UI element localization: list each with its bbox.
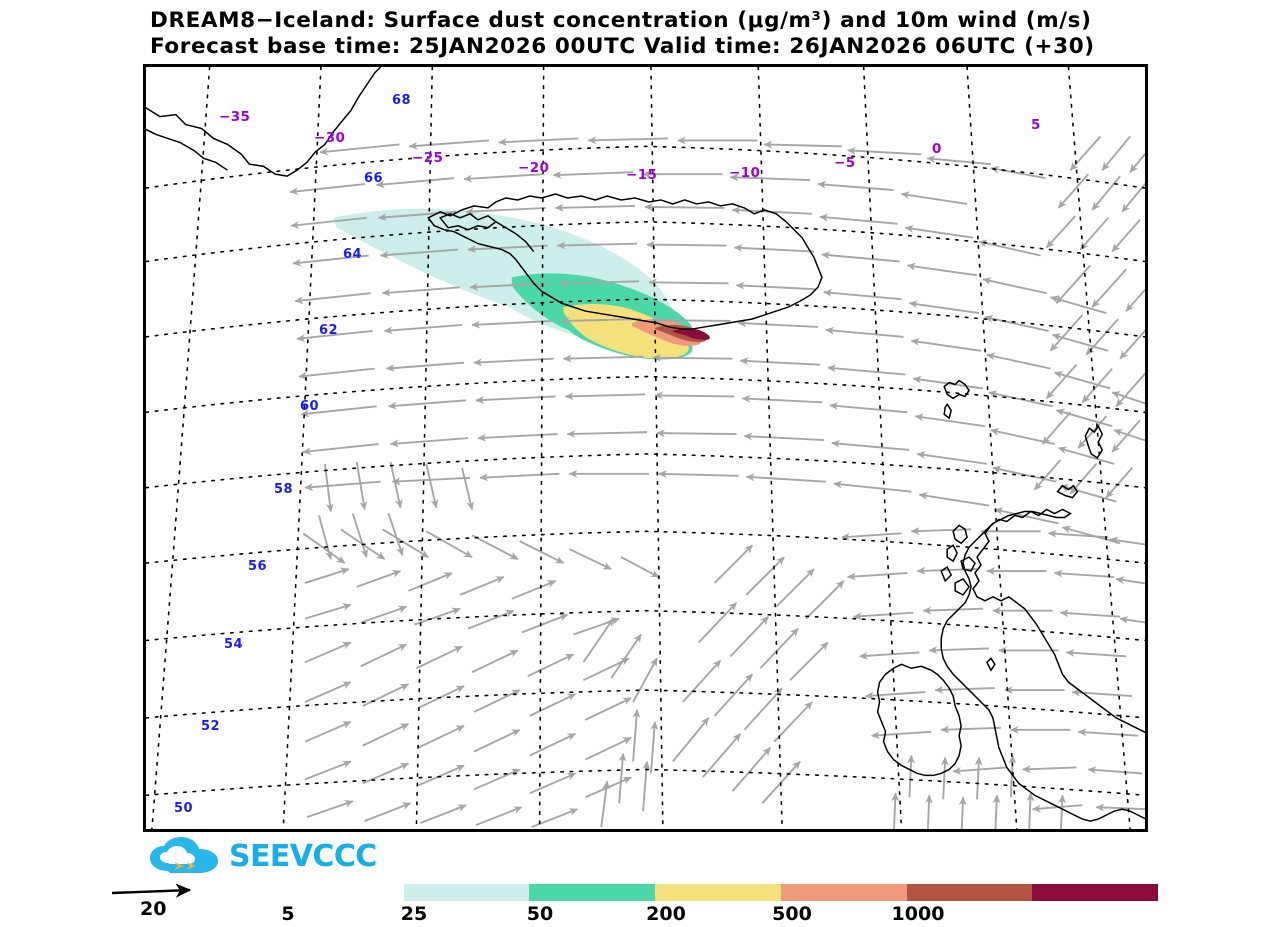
colorbar[interactable] bbox=[278, 884, 1159, 901]
lat-label-68: 68 bbox=[392, 93, 411, 108]
lat-label-54: 54 bbox=[224, 637, 243, 652]
graticule-layer bbox=[146, 67, 1145, 829]
lat-label-62: 62 bbox=[319, 323, 338, 338]
colorbar-segment-1000 bbox=[1032, 884, 1159, 901]
lon-label-0: 0 bbox=[932, 141, 942, 157]
lon-label-15w: −15 bbox=[626, 167, 658, 183]
lon-label-25w: −25 bbox=[412, 150, 444, 166]
lat-label-52: 52 bbox=[201, 719, 220, 734]
wind-vector-field bbox=[289, 135, 1145, 829]
colorbar-tick-200: 200 bbox=[646, 903, 686, 925]
colorbar-segment-0 bbox=[278, 884, 404, 901]
seevccc-logo: SEEVCCC bbox=[148, 836, 377, 878]
lat-label-50: 50 bbox=[174, 801, 193, 816]
lon-label-30w: −30 bbox=[314, 130, 346, 146]
colorbar-tick-1000: 1000 bbox=[891, 903, 945, 925]
lon-label-5e: 5 bbox=[1031, 117, 1041, 133]
lon-label-20w: −20 bbox=[518, 160, 550, 176]
logo-text: SEEVCCC bbox=[229, 839, 377, 874]
lat-label-64: 64 bbox=[343, 247, 362, 262]
colorbar-block: 5 25 50 200 500 1000 bbox=[278, 884, 1159, 927]
lat-label-60: 60 bbox=[300, 399, 319, 414]
wind-reference-label: 20 bbox=[140, 898, 167, 920]
lon-label-10w: −10 bbox=[729, 165, 761, 181]
forecast-map[interactable]: 68 66 64 62 60 58 56 54 52 50 −35 −30 −2… bbox=[143, 64, 1148, 832]
wind-reference-scale: 20 bbox=[108, 884, 213, 924]
lat-label-66: 66 bbox=[364, 171, 383, 186]
lon-label-35w: −35 bbox=[219, 109, 251, 125]
colorbar-segment-50 bbox=[655, 884, 781, 901]
colorbar-tick-500: 500 bbox=[772, 903, 812, 925]
chart-title-block: DREAM8−Iceland: Surface dust concentrati… bbox=[150, 8, 1280, 60]
cloud-icon bbox=[148, 837, 222, 877]
colorbar-tick-50: 50 bbox=[526, 903, 554, 925]
colorbar-segment-500 bbox=[906, 884, 1033, 901]
lat-label-56: 56 bbox=[248, 559, 267, 574]
colorbar-segment-5 bbox=[403, 884, 530, 901]
colorbar-ticks: 5 25 50 200 500 1000 bbox=[278, 901, 1158, 927]
colorbar-tick-25: 25 bbox=[400, 903, 428, 925]
wind-reference-arrow bbox=[111, 884, 192, 898]
title-line-2: Forecast base time: 25JAN2026 00UTC Vali… bbox=[150, 34, 1095, 59]
lat-label-58: 58 bbox=[274, 482, 293, 497]
colorbar-segment-25 bbox=[529, 884, 656, 901]
colorbar-segment-200 bbox=[780, 884, 907, 901]
title-line-1: DREAM8−Iceland: Surface dust concentrati… bbox=[150, 8, 1092, 33]
colorbar-tick-5: 5 bbox=[281, 903, 295, 925]
map-canvas bbox=[146, 67, 1145, 829]
lon-label-5w: −5 bbox=[834, 155, 856, 171]
